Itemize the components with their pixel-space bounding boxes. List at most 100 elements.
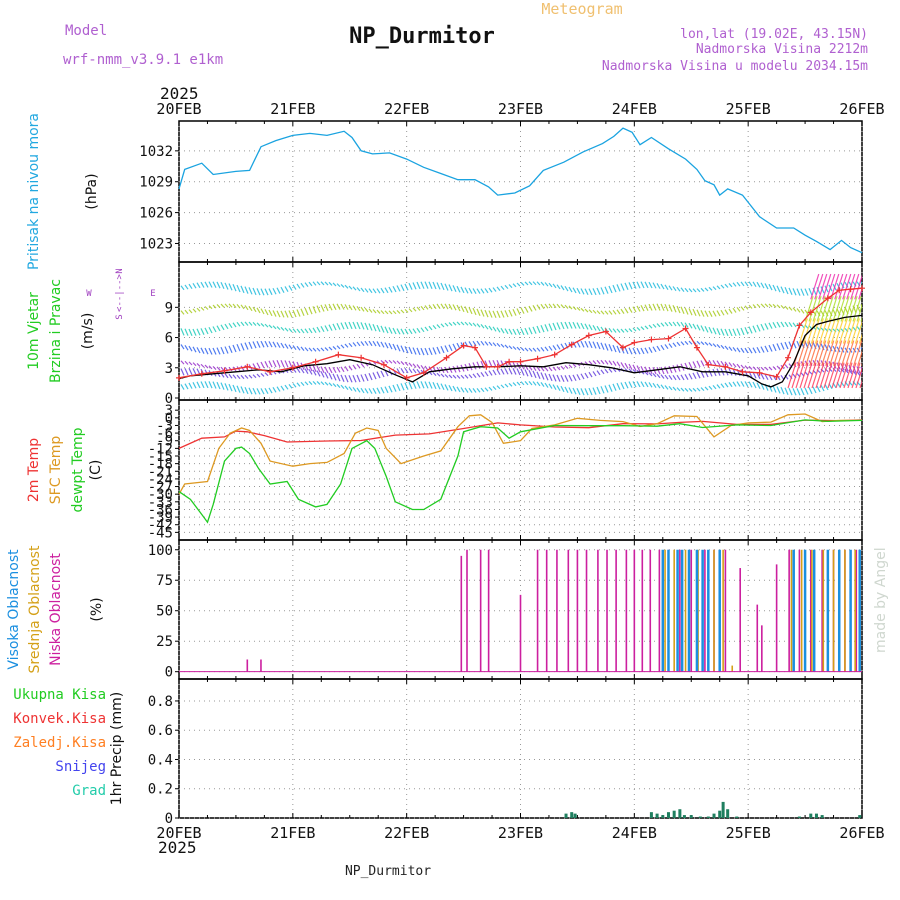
wind-barb: [768, 322, 773, 329]
wind-barb: [320, 347, 325, 352]
bar-precip: [712, 813, 716, 818]
wind-barb: [628, 282, 633, 290]
wind-barb: [784, 341, 789, 350]
wind-barb: [732, 346, 737, 352]
wind-barb: [704, 386, 709, 391]
gust-marker: [460, 342, 467, 349]
wind-barb: [340, 366, 345, 373]
wind-barb: [488, 360, 493, 368]
y-axis-label: 1hr Precip (mm): [109, 692, 125, 805]
wind-barb: [504, 344, 509, 349]
wind-barb: [236, 343, 241, 352]
wind-barb: [830, 318, 840, 344]
wind-barb: [652, 323, 657, 328]
wind-barb: [712, 368, 717, 377]
wind-barb: [728, 328, 733, 337]
wind-barb: [264, 340, 269, 348]
wind-barb: [787, 362, 797, 389]
wind-barb: [756, 382, 761, 390]
wind-barb: [360, 306, 365, 312]
wind-barb: [860, 366, 862, 371]
wind-barb: [332, 383, 337, 388]
wind-barb: [728, 368, 733, 376]
wind-barb: [444, 322, 449, 327]
y-tick-label: -39: [148, 510, 173, 526]
wind-barb: [588, 387, 593, 396]
wind-barb: [452, 343, 457, 351]
legend-label: dewpt Temp: [70, 427, 86, 512]
y-tick-label: 50: [156, 604, 173, 620]
wind-barb: [352, 286, 357, 291]
wind-barb: [416, 306, 421, 311]
wind-barb: [792, 288, 797, 296]
wind-barb: [748, 365, 753, 370]
wind-barb: [564, 386, 569, 394]
wind-barb: [372, 288, 377, 294]
wind-barb: [296, 309, 301, 317]
y-axis-label: (C): [88, 460, 104, 481]
wind-barb: [568, 387, 573, 394]
wind-barb: [456, 374, 461, 379]
wind-barb: [412, 363, 417, 368]
wind-barb: [850, 318, 860, 344]
wind-barb: [364, 373, 369, 382]
wind-barb: [540, 281, 545, 286]
wind-barb: [560, 285, 565, 291]
wind-barb: [296, 382, 301, 387]
wind-barb: [632, 364, 637, 371]
wind-barb: [648, 382, 653, 388]
wind-barb: [764, 373, 769, 381]
wind-barb: [724, 309, 729, 315]
wind-barb: [668, 365, 673, 374]
wind-barb: [596, 341, 601, 350]
wind-barb: [838, 273, 848, 300]
wind-barb: [838, 318, 848, 344]
wind-barb: [700, 341, 705, 346]
wind-barb: [228, 373, 233, 379]
wind-barb: [564, 365, 569, 370]
wind-barb: [846, 318, 856, 344]
y-tick-label: 0: [165, 391, 173, 407]
bar-cloud_mid: [713, 549, 715, 672]
wind-barb: [807, 362, 817, 389]
gust-marker: [705, 361, 712, 368]
wind-barb: [736, 363, 741, 369]
wind-barb: [528, 369, 533, 378]
footer-station: NP_Durmitor: [345, 864, 431, 879]
wind-barb: [792, 388, 797, 396]
x-tick-label-top: 26FEB: [839, 100, 884, 118]
wind-barb: [248, 287, 253, 295]
wind-barb: [464, 387, 469, 393]
x-tick-label-bottom: 21FEB: [270, 824, 315, 842]
y-tick-label: 0.2: [148, 782, 173, 798]
wind-barb: [500, 285, 505, 291]
wind-barb: [336, 345, 341, 350]
wind-barb: [444, 384, 449, 391]
wind-barb: [676, 321, 681, 327]
bar-cloud_low: [855, 549, 858, 672]
wind-barb: [780, 286, 785, 294]
wind-barb: [400, 328, 405, 335]
wind-barb: [336, 283, 341, 288]
y-tick-label: 0: [165, 811, 173, 827]
series-pressure: [178, 127, 863, 254]
wind-barb: [520, 381, 525, 386]
bar-cloud_low: [704, 549, 706, 672]
bar-cloud_mid: [844, 549, 846, 672]
wind-barb: [320, 366, 325, 373]
wind-barb: [815, 362, 825, 389]
wind-barb: [180, 368, 185, 376]
wind-barb: [380, 341, 385, 348]
wind-barb: [484, 309, 489, 318]
wind-barb: [240, 343, 245, 351]
wind-barb: [296, 328, 301, 334]
wind-barb: [712, 360, 717, 366]
wind-barb: [440, 323, 445, 328]
wind-barb: [716, 310, 721, 317]
wind-barb: [284, 384, 289, 390]
wind-barb: [580, 322, 585, 330]
wind-barb: [524, 327, 529, 335]
wind-barbs: [180, 273, 862, 396]
wind-barb: [752, 381, 757, 389]
bar-cloud_low: [809, 549, 812, 672]
